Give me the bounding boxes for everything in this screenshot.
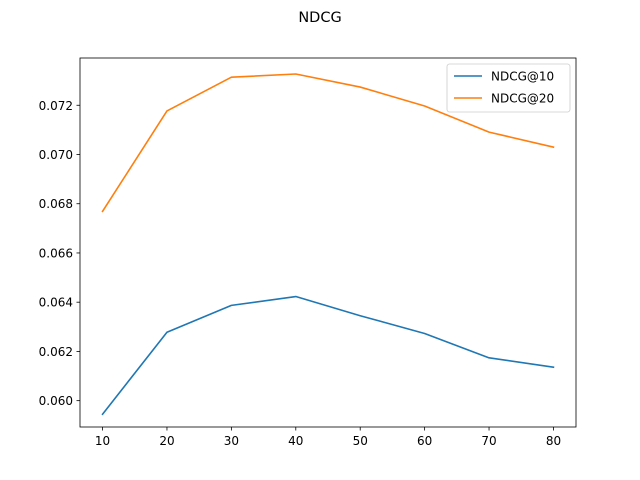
y-tick-label: 0.068	[39, 197, 73, 211]
chart-title: NDCG	[298, 10, 341, 26]
axes: 10 20 30 40 50 60 70 80 0.060 0.062 0.064 0.066 0.06…	[39, 99, 561, 448]
legend-label: NDCG@20	[491, 92, 554, 106]
legend-label: NDCG@10	[491, 70, 554, 84]
x-tick-label: 70	[481, 434, 496, 448]
x-tick-label: 10	[95, 434, 110, 448]
x-tick-label: 40	[288, 434, 303, 448]
y-tick-label: 0.062	[39, 345, 73, 359]
legend: NDCG@10 NDCG@20	[446, 63, 571, 113]
y-tick-label: 0.060	[39, 394, 73, 408]
y-tick-label: 0.072	[39, 99, 73, 113]
plot-area-frame	[79, 57, 577, 428]
x-tick-label: 30	[224, 434, 239, 448]
x-tick-label: 50	[353, 434, 368, 448]
series-line-ndcg-20	[101, 73, 555, 213]
x-tick-label: 60	[417, 434, 432, 448]
y-tick-label: 0.066	[39, 246, 73, 260]
x-tick-label: 80	[546, 434, 561, 448]
y-tick-label: 0.070	[39, 148, 73, 162]
y-tick-label: 0.064	[39, 296, 73, 310]
series-lines	[101, 73, 555, 416]
x-tick-label: 20	[159, 434, 174, 448]
series-line-ndcg-10	[101, 295, 555, 416]
